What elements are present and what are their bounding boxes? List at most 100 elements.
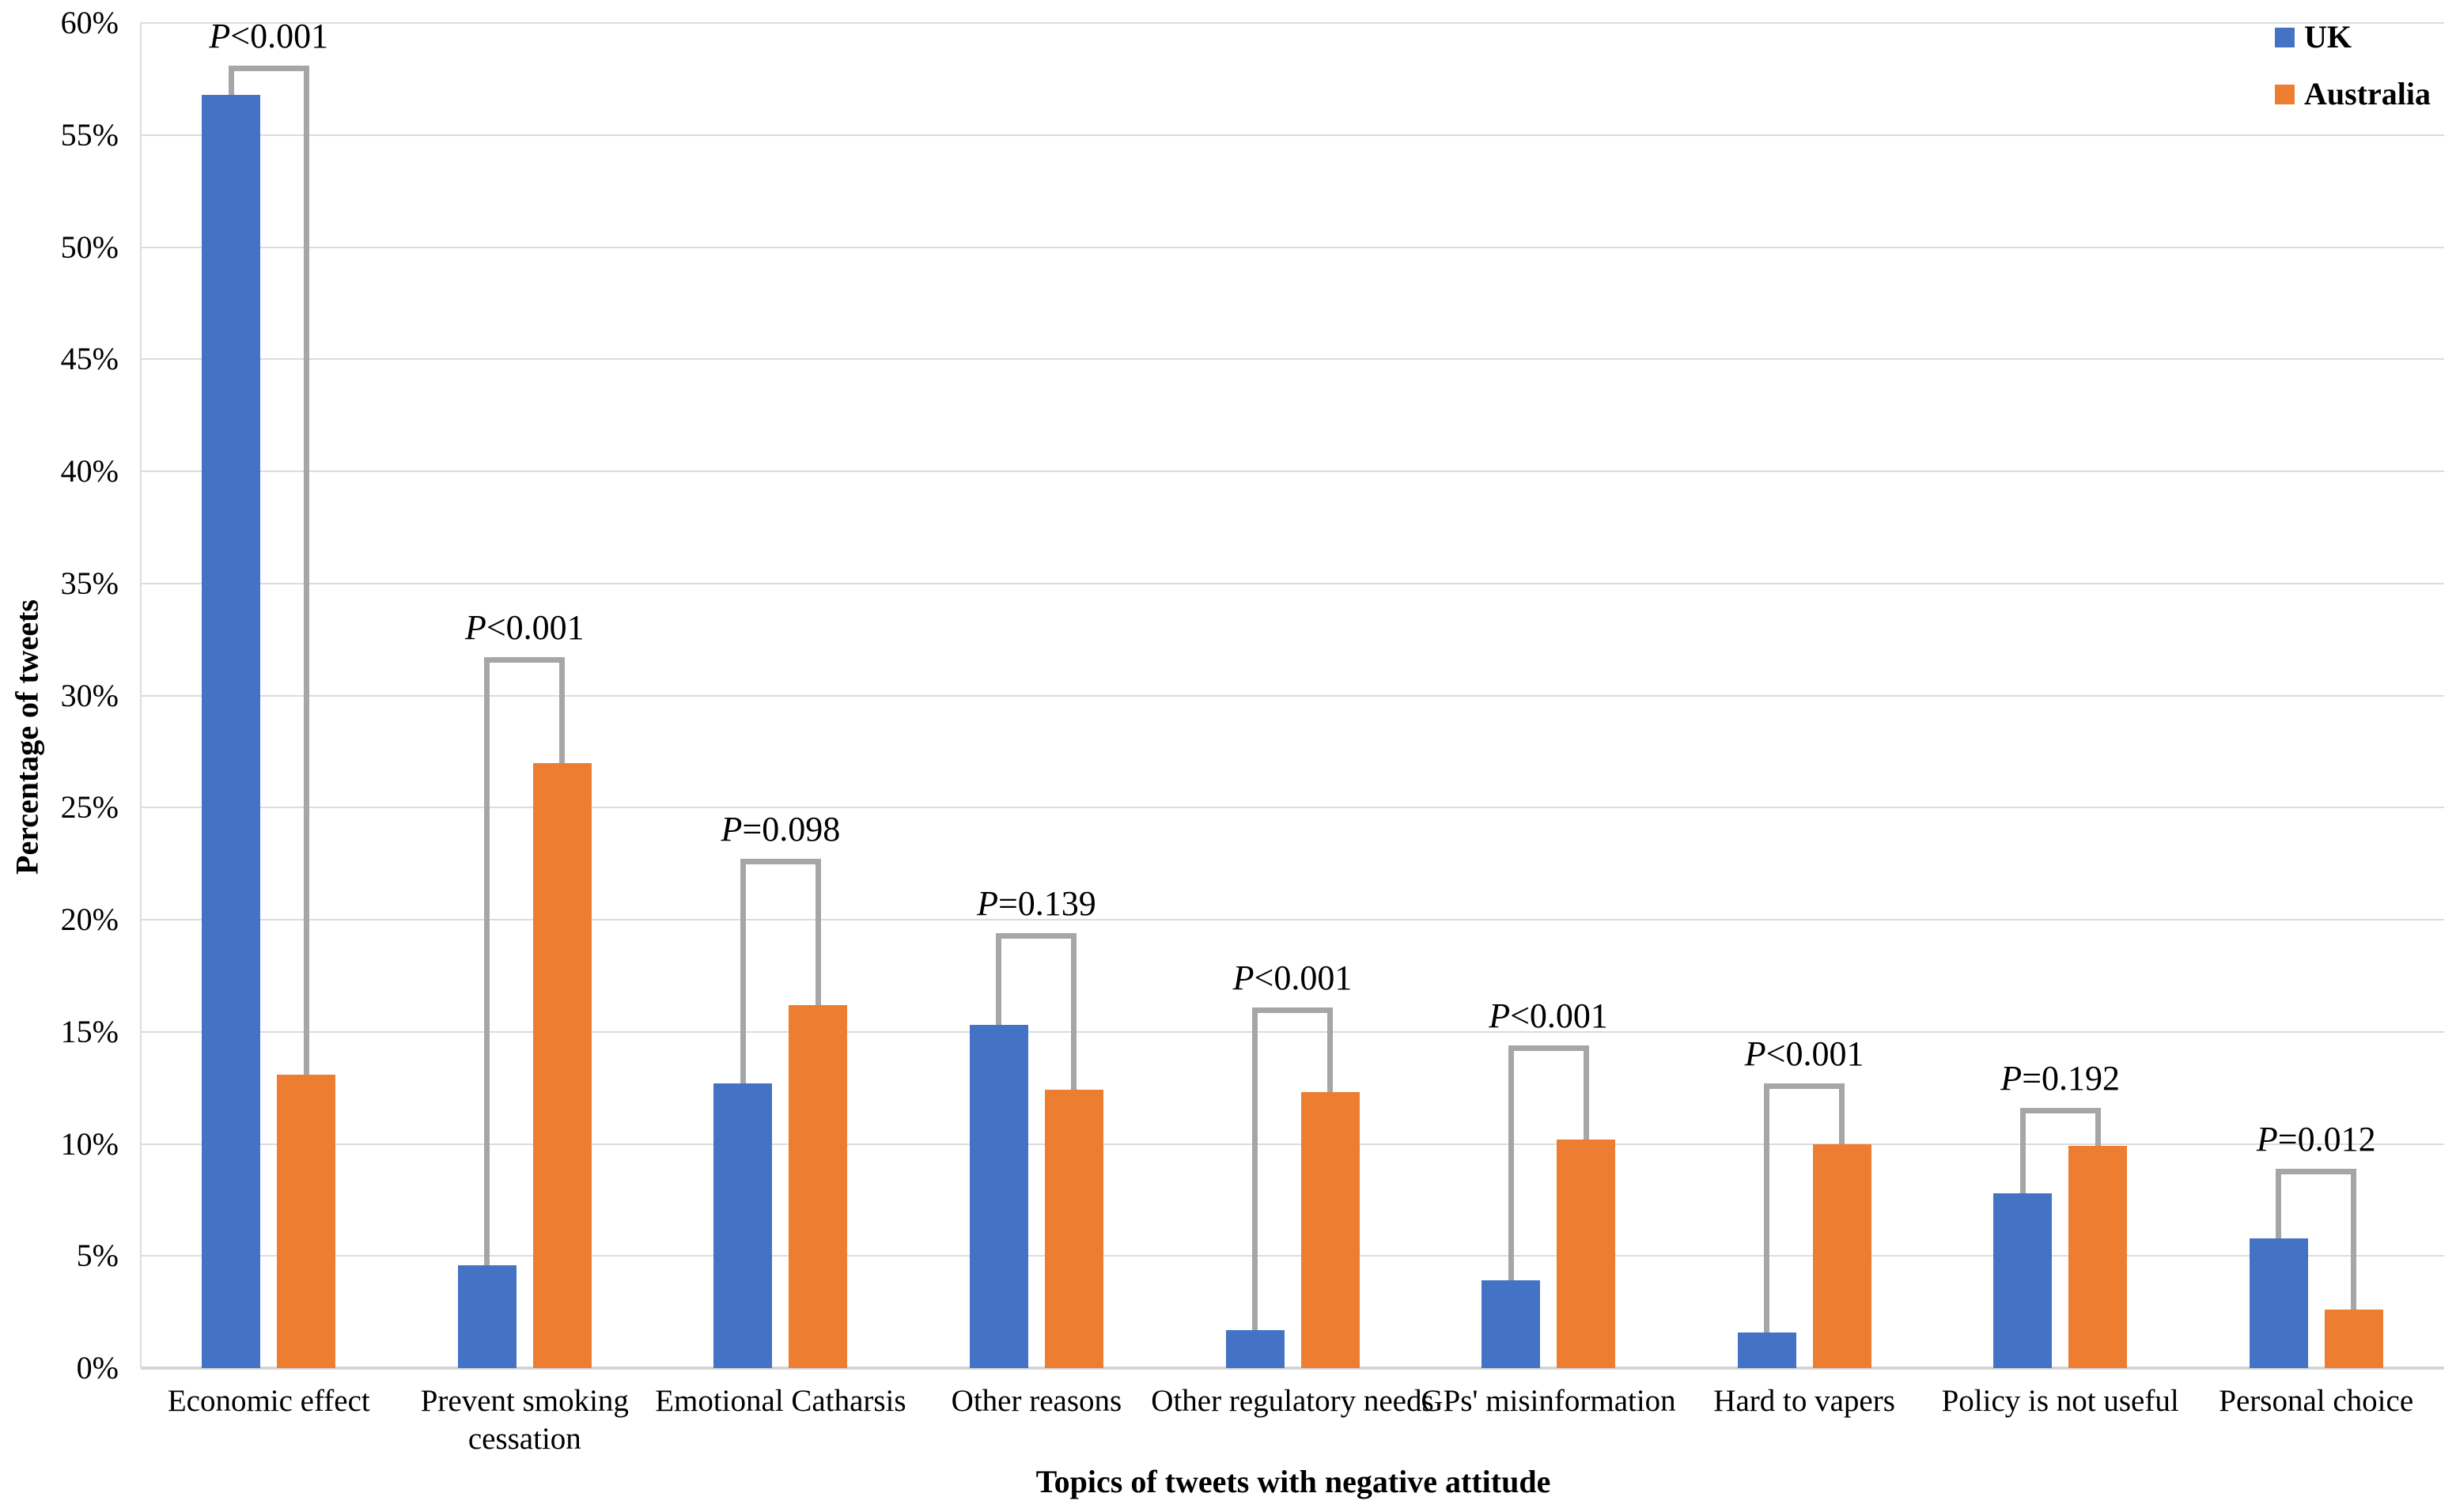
y-tick-label-10: 10% [60, 1125, 119, 1162]
p-value-symbol: P [1744, 1034, 1766, 1073]
bar-uk-8 [2249, 1238, 2308, 1368]
gridline-10 [141, 1143, 2444, 1145]
x-category-label-4: Other regulatory needs [1151, 1384, 1434, 1418]
p-value-label-2: P=0.098 [583, 810, 978, 849]
p-value-symbol: P [2000, 1059, 2023, 1098]
x-category-label-5: GPs' misinformation [1421, 1384, 1676, 1418]
significance-bracket-horizontal [1508, 1045, 1589, 1051]
p-value-number: =0.139 [997, 884, 1096, 923]
y-tick-label-5: 5% [76, 1238, 119, 1274]
x-category-label-6: Hard to vapers [1713, 1384, 1895, 1418]
gridline-15 [141, 1030, 2444, 1033]
bar-uk-0 [202, 94, 261, 1368]
legend-item-australia: Australia [2275, 76, 2431, 112]
significance-bracket-left-drop [2276, 1168, 2282, 1243]
legend-swatch-uk [2275, 27, 2295, 47]
significance-bracket-right-drop [1583, 1045, 1589, 1144]
p-value-label-3: P=0.139 [838, 884, 1234, 924]
significance-bracket-right-drop [2351, 1168, 2357, 1315]
y-tick-label-25: 25% [60, 789, 119, 826]
x-category-label-2: Emotional Catharsis [655, 1384, 906, 1418]
x-category-label-0: Economic effect [167, 1384, 370, 1418]
gridline-35 [141, 582, 2444, 584]
legend-item-uk: UK [2275, 19, 2431, 55]
significance-bracket-right-drop [1071, 933, 1077, 1095]
y-tick-label-35: 35% [60, 565, 119, 601]
p-value-number: =0.192 [2022, 1059, 2121, 1098]
bar-australia-5 [1557, 1139, 1616, 1368]
y-tick-label-40: 40% [60, 453, 119, 489]
p-value-number: <0.001 [1510, 996, 1608, 1035]
p-value-symbol: P [1489, 996, 1511, 1035]
significance-bracket-left-drop [1508, 1045, 1514, 1286]
bar-uk-1 [457, 1264, 517, 1368]
x-category-label-1: Prevent smoking cessation [420, 1384, 629, 1456]
p-value-symbol: P [1232, 958, 1254, 997]
bar-australia-8 [2324, 1310, 2383, 1368]
legend-label-australia: Australia [2304, 76, 2431, 112]
significance-bracket-right-drop [2095, 1108, 2101, 1151]
bar-australia-1 [532, 762, 592, 1368]
bar-australia-2 [789, 1004, 848, 1368]
significance-bracket-left-drop [2019, 1108, 2026, 1198]
significance-bracket-horizontal [1764, 1083, 1845, 1089]
x-category-label-3: Other reasons [951, 1384, 1122, 1418]
significance-bracket-left-drop [228, 65, 234, 100]
legend-swatch-australia [2275, 84, 2295, 104]
bar-uk-3 [969, 1025, 1028, 1368]
gridline-55 [141, 134, 2444, 136]
y-tick-label-45: 45% [60, 341, 119, 377]
p-value-number: <0.001 [486, 608, 585, 648]
p-value-label-8: P=0.012 [2118, 1120, 2456, 1159]
gridline-50 [141, 246, 2444, 248]
x-category-label-7: Policy is not useful [1941, 1384, 2179, 1418]
gridline-20 [141, 919, 2444, 920]
bar-australia-6 [1812, 1143, 1871, 1368]
significance-bracket-right-drop [1327, 1007, 1333, 1098]
p-value-number: <0.001 [230, 16, 329, 55]
significance-bracket-left-drop [996, 933, 1002, 1030]
bar-uk-2 [713, 1083, 773, 1368]
significance-bracket-left-drop [1252, 1007, 1258, 1335]
y-tick-label-20: 20% [60, 902, 119, 937]
p-value-label-0: P<0.001 [71, 17, 467, 56]
significance-bracket-horizontal [996, 933, 1077, 939]
significance-bracket-right-drop [559, 657, 566, 768]
y-tick-label-50: 50% [60, 229, 119, 265]
bar-uk-4 [1225, 1329, 1285, 1368]
p-value-symbol: P [721, 810, 743, 849]
significance-bracket-horizontal [228, 65, 309, 71]
y-tick-label-15: 15% [60, 1013, 119, 1049]
y-tick-label-60: 60% [60, 5, 119, 40]
gridline-40 [141, 471, 2444, 472]
bar-australia-7 [2068, 1146, 2128, 1368]
x-axis-title: Topics of tweets with negative attitude [1035, 1464, 1551, 1499]
bar-australia-4 [1300, 1092, 1360, 1368]
p-value-symbol: P [2256, 1119, 2278, 1159]
p-value-symbol: P [464, 608, 486, 648]
significance-bracket-left-drop [1764, 1083, 1770, 1337]
y-tick-label-30: 30% [60, 677, 119, 713]
p-value-number: =0.012 [2277, 1119, 2376, 1159]
bar-uk-5 [1482, 1280, 1541, 1368]
significance-bracket-right-drop [1839, 1083, 1845, 1149]
significance-bracket-horizontal [484, 657, 566, 663]
p-value-symbol: P [209, 16, 231, 55]
p-value-label-5: P<0.001 [1351, 996, 1746, 1036]
gridline-30 [141, 694, 2444, 697]
significance-bracket-horizontal [740, 859, 821, 865]
bar-uk-7 [1993, 1193, 2053, 1368]
significance-bracket-horizontal [2276, 1168, 2357, 1174]
y-axis-line [140, 23, 142, 1368]
x-axis-line [141, 1366, 2444, 1370]
p-value-number: <0.001 [1765, 1034, 1864, 1073]
legend: UK Australia [2275, 19, 2431, 133]
y-tick-label-0: 0% [76, 1350, 119, 1385]
significance-bracket-right-drop [303, 65, 309, 1079]
p-value-number: =0.098 [742, 810, 841, 849]
p-value-symbol: P [977, 884, 998, 923]
bar-australia-3 [1044, 1090, 1103, 1368]
gridline-60 [141, 22, 2444, 24]
